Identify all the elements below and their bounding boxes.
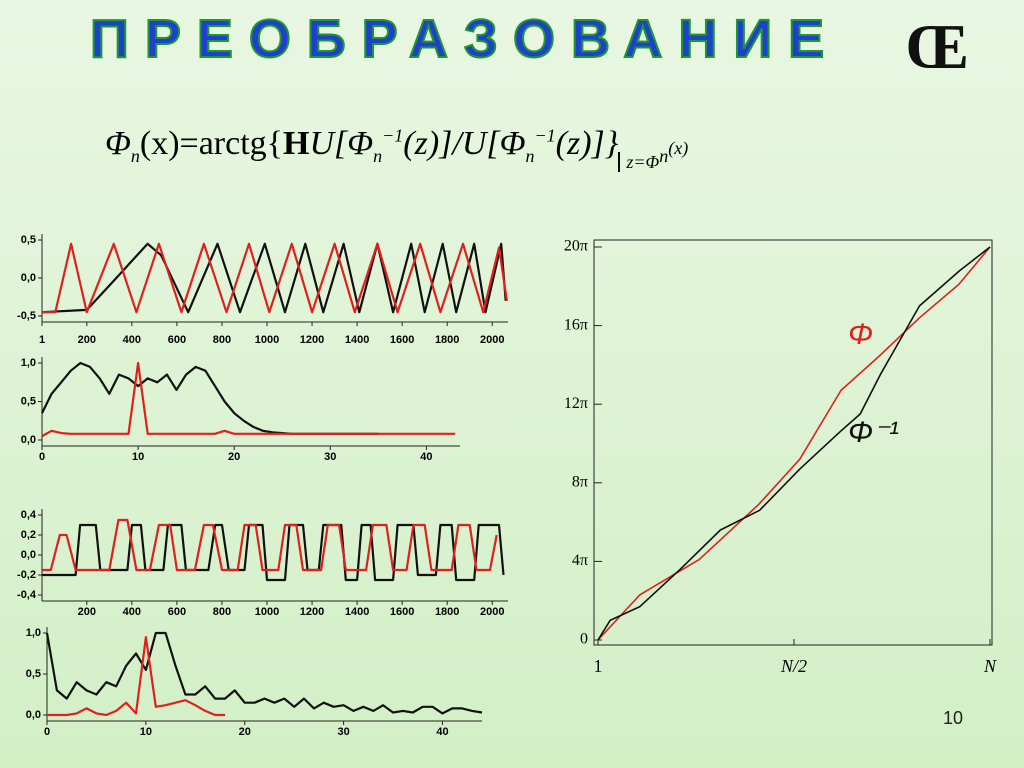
x-tick-label: 2000	[480, 334, 504, 346]
formula-part: z=Φ	[618, 152, 660, 172]
formula-part: U[Φ	[309, 125, 374, 162]
x-tick-label: 10	[132, 451, 144, 463]
x-tick-label: 400	[123, 606, 141, 618]
x-tick-label: 1200	[300, 334, 324, 346]
formula-part: −1	[382, 125, 404, 146]
y-tick-label: 0,4	[21, 509, 37, 521]
x-tick-label: 200	[78, 334, 96, 346]
x-tick-label: 1200	[300, 606, 324, 618]
y-tick-label: 0,2	[21, 529, 36, 541]
page-number: 10	[943, 708, 964, 728]
y-tick-label: 0,5	[21, 395, 36, 407]
series-line	[41, 361, 379, 435]
x-tick-label: 200	[78, 606, 96, 618]
series-line	[42, 242, 508, 314]
x-tick-label: 1800	[435, 606, 459, 618]
y-tick-label: 1,0	[26, 627, 41, 639]
y-tick-label: 0,5	[21, 234, 36, 246]
y-tick-label: 20π	[564, 238, 588, 255]
x-tick-label: 0	[39, 451, 45, 463]
y-tick-label: 0,0	[21, 434, 36, 446]
title-mark: Œ	[905, 11, 969, 82]
plot-frame	[593, 239, 993, 646]
series-label: Φ⁻¹	[848, 416, 899, 449]
formula-part: n	[659, 145, 669, 166]
x-tick-label: 10	[140, 726, 152, 738]
x-tick-label: 800	[213, 334, 231, 346]
series-line	[47, 636, 225, 717]
series-line	[45, 631, 483, 715]
formula-part: −1	[534, 125, 556, 146]
x-tick-label: 2000	[480, 606, 504, 618]
x-tick-label: N	[983, 656, 997, 676]
slide-title: ПРЕОБРАЗОВАНИЕ	[89, 8, 841, 70]
formula-part: n	[130, 145, 140, 166]
y-tick-label: 0,0	[21, 272, 36, 284]
x-tick-label: 0	[44, 726, 50, 738]
y-tick-label: 4π	[572, 552, 588, 569]
x-tick-label: 1000	[255, 334, 279, 346]
y-tick-label: -0,5	[17, 310, 36, 322]
y-tick-label: 8π	[572, 473, 588, 490]
y-tick-label: 0,0	[26, 709, 41, 721]
formula-part: n	[373, 145, 383, 166]
y-tick-label: 1,0	[21, 357, 36, 369]
series-line	[597, 246, 991, 641]
formula-part: (z)]/U[Φ	[403, 125, 526, 162]
formula-part: Н	[282, 125, 310, 162]
y-tick-label: -0,4	[17, 589, 37, 601]
x-tick-label: 1400	[345, 334, 369, 346]
y-tick-label: 0,0	[21, 549, 36, 561]
formula-part: (z)]}	[555, 125, 619, 162]
x-tick-label: 40	[436, 726, 448, 738]
series-line	[597, 246, 991, 641]
y-tick-label: -0,2	[17, 569, 36, 581]
x-tick-label: 40	[420, 451, 432, 463]
series-line	[42, 523, 505, 582]
x-tick-label: 1600	[390, 334, 414, 346]
x-tick-label: 1	[39, 334, 45, 346]
x-tick-label: 20	[228, 451, 240, 463]
x-tick-label: 30	[324, 451, 336, 463]
x-tick-label: 1	[594, 656, 603, 676]
formula-part: Φ	[105, 125, 131, 162]
y-tick-label: 16π	[564, 316, 588, 333]
x-tick-label: 30	[337, 726, 349, 738]
formula-part: (x)=arctg{	[139, 125, 283, 162]
x-tick-label: 1600	[390, 606, 414, 618]
x-tick-label: 600	[168, 606, 186, 618]
series-line	[41, 361, 456, 438]
x-tick-label: 400	[123, 334, 141, 346]
formula-part: (x)	[668, 138, 689, 158]
formula-part: n	[525, 145, 535, 166]
x-tick-label: 1400	[345, 606, 369, 618]
x-tick-label: 1800	[435, 334, 459, 346]
x-tick-label: 20	[239, 726, 251, 738]
series-line	[41, 242, 507, 314]
x-tick-label: 800	[213, 606, 231, 618]
x-tick-label: 1000	[255, 606, 279, 618]
x-tick-label: 600	[168, 334, 186, 346]
y-tick-label: 12π	[564, 395, 588, 412]
series-line	[42, 518, 498, 572]
y-tick-label: 0	[580, 631, 588, 648]
series-label: Φ	[848, 318, 873, 351]
formula: Φn(x)=arctg{НU[Φn−1(z)]/U[Φn−1(z)]} z=Φn(…	[105, 125, 688, 173]
x-tick-label: N/2	[780, 656, 807, 676]
y-tick-label: 0,5	[26, 668, 41, 680]
